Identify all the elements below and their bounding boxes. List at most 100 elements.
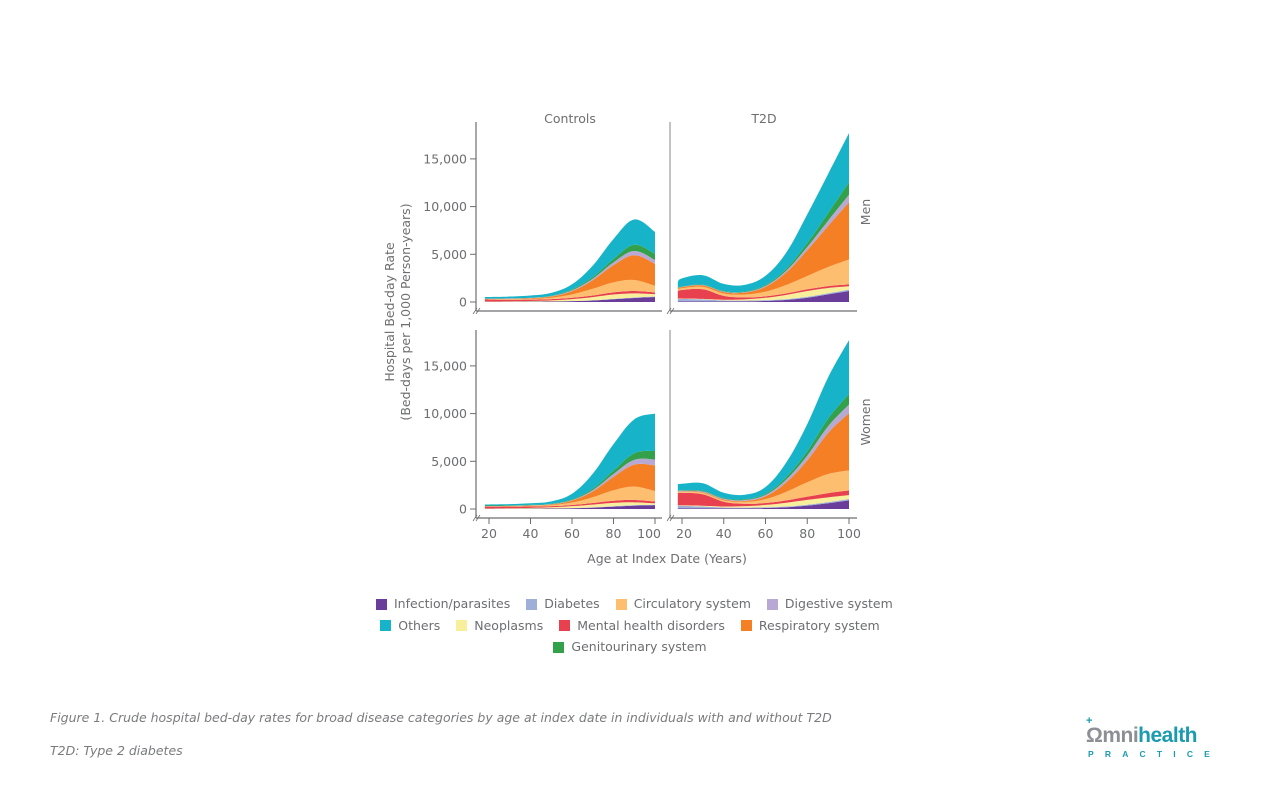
row-title-women: Women [858, 398, 873, 445]
legend-label: Diabetes [544, 596, 600, 611]
area-mental-health-disorders [484, 291, 655, 302]
panels-layer [484, 133, 849, 509]
legend-label: Respiratory system [758, 617, 880, 633]
legend: Infection/parasites Diabetes Circulatory… [370, 594, 893, 659]
figure-caption: Figure 1. Crude hospital bed-day rates f… [50, 710, 832, 725]
axis-break-mark [666, 307, 675, 315]
legend-swatch-respiratory [740, 620, 752, 631]
area-diabetes [677, 498, 849, 509]
axes-layer: 0 5,000 10,000 15,000 0 5,000 10,000 15,000 20 40… [423, 122, 861, 541]
y-tick-label: 0 [459, 502, 467, 517]
omnihealth-practice-logo: + Ωmnihealth PRACTICE [1086, 716, 1226, 762]
legend-item-genitourinary: Genitourinary system [553, 637, 707, 657]
legend-item-circulatory: Circulatory system [615, 594, 751, 614]
axis-break-mark [472, 307, 481, 315]
figure-footnote: T2D: Type 2 diabetes [50, 743, 183, 758]
legend-label: Genitourinary system [571, 639, 707, 654]
area-respiratory-system [484, 255, 655, 300]
legend-label: Neoplasms [474, 617, 544, 633]
area-digestive-system [484, 458, 655, 507]
legend-label: Circulatory system [633, 596, 751, 611]
area-others [484, 413, 655, 506]
x-tick-label: 60 [758, 526, 774, 541]
legend-item-respiratory: Respiratory system [740, 616, 880, 636]
x-tick-label: 40 [716, 526, 732, 541]
area-diabetes [677, 289, 849, 302]
legend-swatch-circulatory [615, 598, 627, 610]
area-circulatory-system [677, 470, 849, 504]
y-tick-label: 15,000 [423, 358, 467, 373]
area-infection-parasites [677, 291, 849, 302]
logo-subtitle: PRACTICE [1088, 749, 1222, 759]
x-tick-label: 80 [606, 526, 622, 541]
legend-swatch-digestive [766, 598, 778, 610]
legend-label: Mental health disorders [577, 617, 725, 633]
area-neoplasms [484, 293, 655, 302]
area-respiratory-system [677, 413, 849, 502]
area-respiratory-system [677, 202, 849, 295]
legend-row: Others Neoplasms Mental health disorders… [370, 616, 890, 638]
area-infection-parasites [484, 297, 655, 302]
y-tick-label: 10,000 [423, 199, 467, 214]
x-tick-label: 80 [799, 526, 815, 541]
panel-t2d-men [677, 133, 849, 302]
area-mental-health-disorders [484, 499, 655, 509]
logo-health: health [1138, 724, 1198, 747]
y-axis-subtitle: (Bed-days per 1,000 Person-years) [398, 203, 413, 420]
y-tick-label: 15,000 [423, 151, 467, 166]
x-tick-label: 20 [481, 526, 497, 541]
area-infection-parasites [484, 505, 655, 509]
area-infection-parasites [677, 500, 849, 509]
axis-break-mark [472, 514, 481, 522]
faceted-stacked-area-chart: 0 5,000 10,000 15,000 0 5,000 10,000 15,000 20 40… [382, 111, 873, 566]
area-genitourinary-system [484, 450, 655, 507]
y-tick-label: 10,000 [423, 406, 467, 421]
legend-item-digestive: Digestive system [766, 594, 893, 614]
legend-swatch-others [380, 620, 392, 631]
area-respiratory-system [484, 463, 655, 507]
legend-swatch-mental-health [559, 620, 571, 631]
axis-break-mark [666, 514, 675, 522]
area-neoplasms [677, 495, 849, 508]
x-tick-label: 40 [523, 526, 539, 541]
legend-swatch-infection [376, 598, 387, 610]
row-title-men: Men [858, 199, 873, 225]
panel-t2d-women [677, 340, 849, 509]
area-others [677, 133, 849, 293]
legend-label: Others [398, 617, 441, 633]
x-tick-label: 100 [637, 526, 661, 541]
x-tick-label: 20 [676, 526, 692, 541]
column-title-controls: Controls [544, 111, 596, 126]
legend-swatch-genitourinary [553, 641, 565, 653]
legend-item-others: Others [380, 616, 440, 636]
legend-row: Infection/parasites Diabetes Circulatory… [370, 594, 893, 616]
panel-controls-women [484, 413, 655, 509]
legend-label: Infection/parasites [394, 596, 511, 611]
area-circulatory-system [484, 279, 655, 300]
area-genitourinary-system [484, 244, 655, 299]
y-tick-label: 5,000 [431, 454, 467, 469]
area-neoplasms [484, 502, 655, 509]
area-circulatory-system [484, 486, 655, 507]
logo-wordmark: Ωmnihealth [1086, 724, 1198, 747]
panel-controls-men [484, 219, 655, 302]
y-tick-label: 0 [459, 295, 467, 310]
plus-icon: + [1086, 715, 1093, 727]
area-others [484, 219, 655, 299]
area-neoplasms [677, 286, 849, 301]
x-axis-title: Age at Index Date (Years) [587, 551, 747, 566]
legend-item-diabetes: Diabetes [526, 594, 600, 614]
y-axis-title: Hospital Bed-day Rate [382, 242, 397, 382]
area-mental-health-disorders [677, 490, 849, 507]
legend-item-mental-health: Mental health disorders [559, 616, 725, 636]
x-tick-label: 60 [564, 526, 580, 541]
legend-item-neoplasms: Neoplasms [456, 616, 543, 636]
column-title-t2d: T2D [750, 111, 776, 126]
area-diabetes [484, 504, 655, 509]
legend-label: Digestive system [784, 596, 893, 611]
area-others [677, 340, 849, 500]
area-genitourinary-system [677, 182, 849, 293]
area-mental-health-disorders [677, 284, 849, 300]
legend-swatch-neoplasms [456, 620, 468, 631]
legend-row: Genitourinary system [370, 637, 890, 659]
